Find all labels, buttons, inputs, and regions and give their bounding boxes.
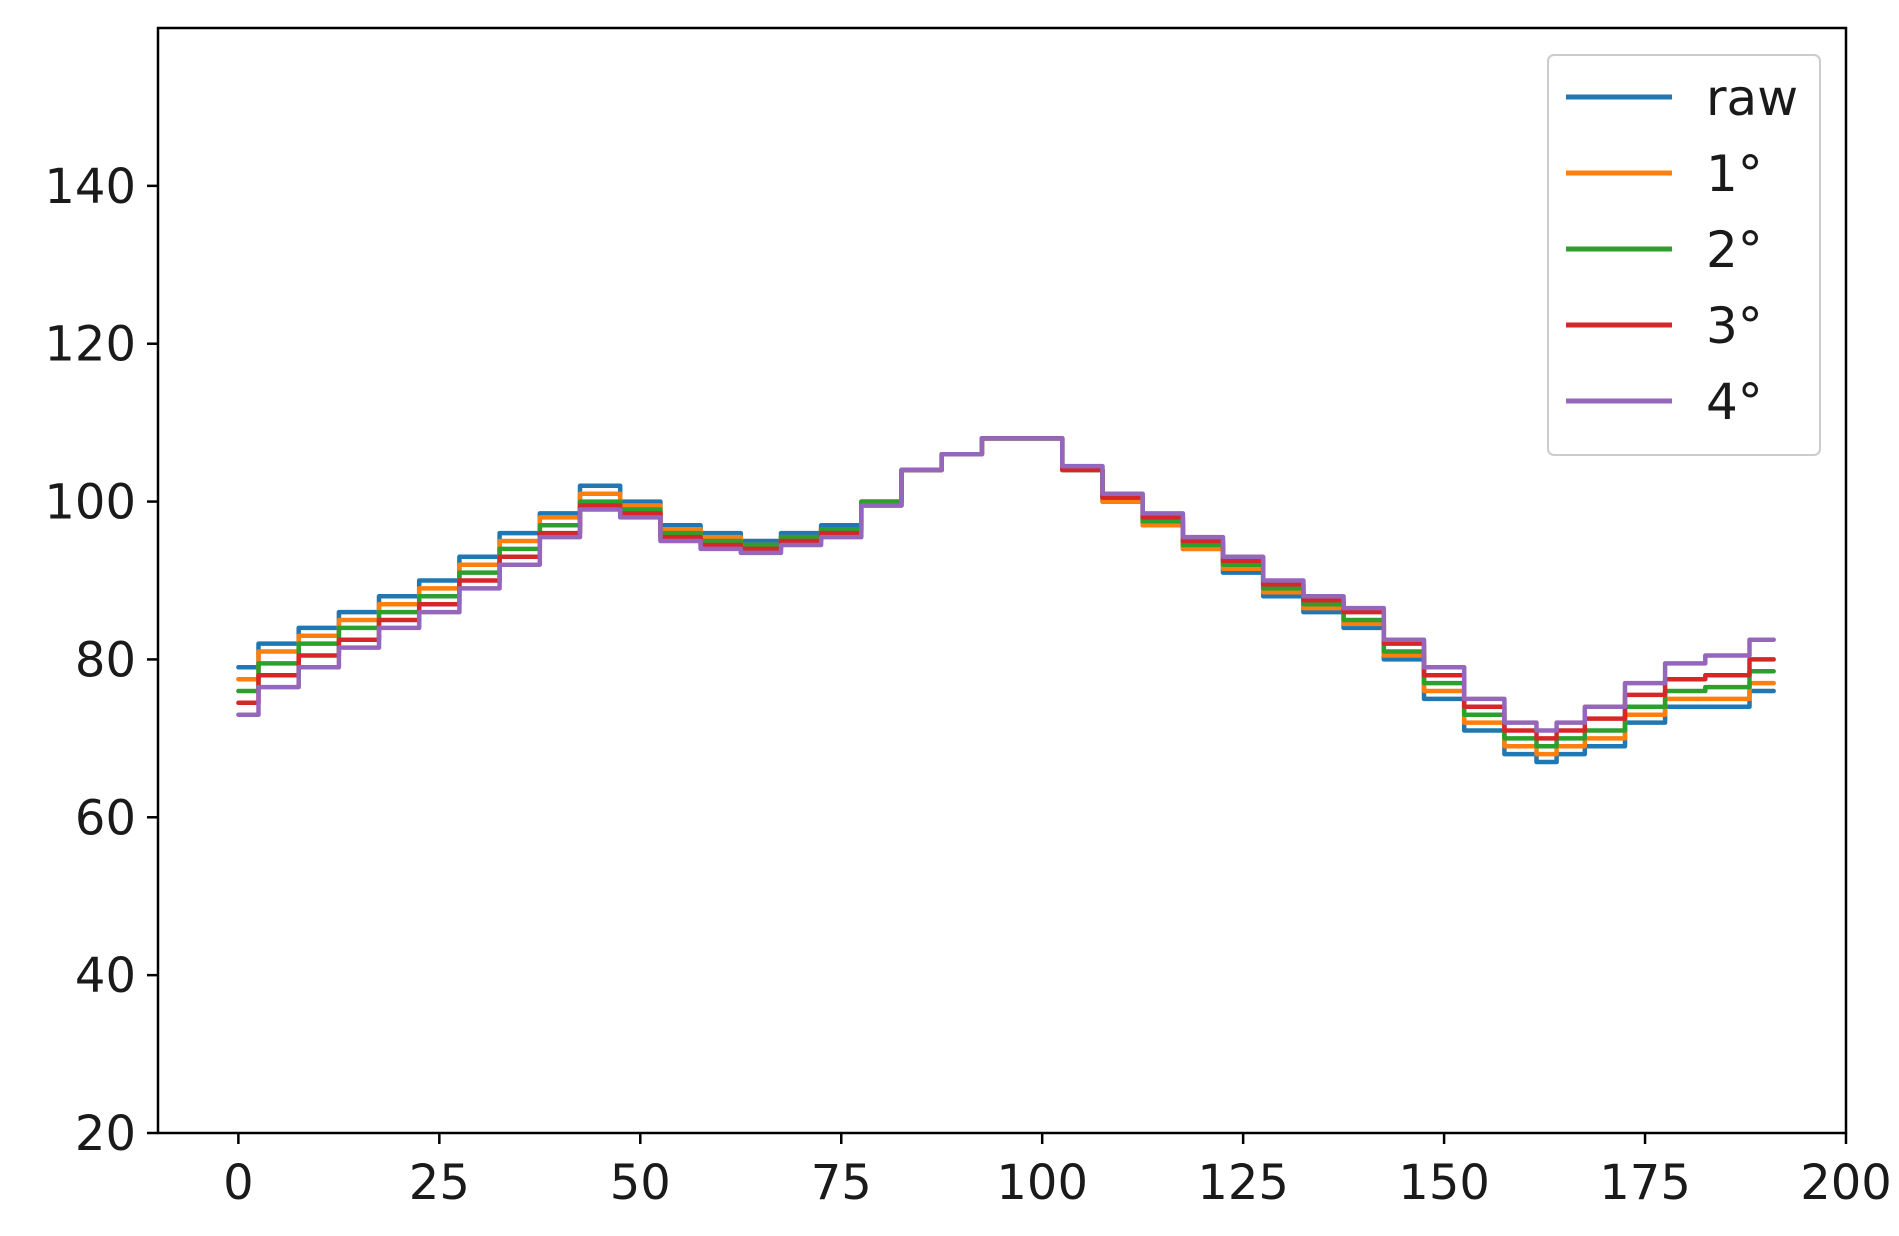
legend-label-2: 2° [1706,221,1763,279]
plot-frame [156,26,1848,1135]
y-tick-label: 80 [75,632,136,688]
y-tick-label: 120 [44,317,136,373]
x-tick-label: 125 [1197,1155,1289,1211]
series-line-4 [236,436,1776,733]
series-lines [236,436,1776,765]
x-tick-label: 25 [409,1155,470,1211]
y-tick-label: 140 [44,159,136,215]
legend-label-4: 4° [1706,373,1763,431]
y-tick-label: 100 [44,475,136,531]
x-tick-label: 150 [1398,1155,1490,1211]
x-tick-label: 75 [811,1155,872,1211]
x-tick-label: 200 [1800,1155,1892,1211]
y-tick-label: 40 [75,948,136,1004]
legend-label-3: 3° [1706,297,1763,355]
axis-ticks: 0 25 50 75 100 125 150 175 200 20 40 60 80 100 120 140 [44,159,1891,1211]
legend-label-0: raw [1706,69,1798,127]
x-tick-label: 100 [996,1155,1088,1211]
x-tick-label: 0 [223,1155,254,1211]
legend: raw 1° 2° 3° 4° [1547,54,1821,456]
x-tick-label: 175 [1599,1155,1691,1211]
y-tick-label: 60 [75,790,136,846]
legend-box [1547,54,1821,456]
legend-label-1: 1° [1706,145,1763,203]
y-tick-label: 20 [75,1106,136,1162]
x-tick-label: 50 [610,1155,671,1211]
